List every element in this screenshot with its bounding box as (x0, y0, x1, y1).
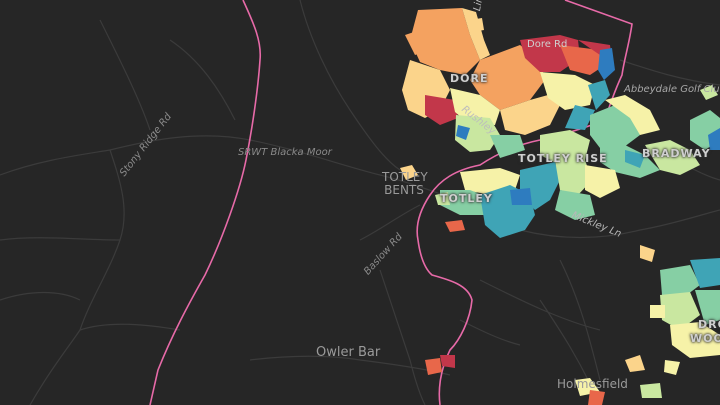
label-dore: DORE (450, 72, 489, 85)
label-bradway: BRADWAY (642, 147, 711, 160)
label-totley-bents: TOTLEY BENTS (382, 170, 428, 197)
boundary-lines (149, 0, 633, 405)
label-totley-rise: TOTLEY RISE (518, 152, 608, 165)
label-woo: WOO (690, 332, 720, 345)
label-holmesfield: Holmesfield (557, 377, 628, 391)
label-srwt-blacka-moor: SRWT Blacka Moor (238, 147, 332, 158)
label-dore-rd: Dore Rd (527, 39, 568, 50)
label-dro: DRO (698, 318, 720, 331)
label-abbeydale-golf: Abbeydale Golf Clu (624, 84, 720, 95)
label-owler-bar: Owler Bar (316, 345, 381, 360)
label-totley: TOTLEY (440, 192, 493, 205)
choropleth-areas (400, 8, 720, 405)
